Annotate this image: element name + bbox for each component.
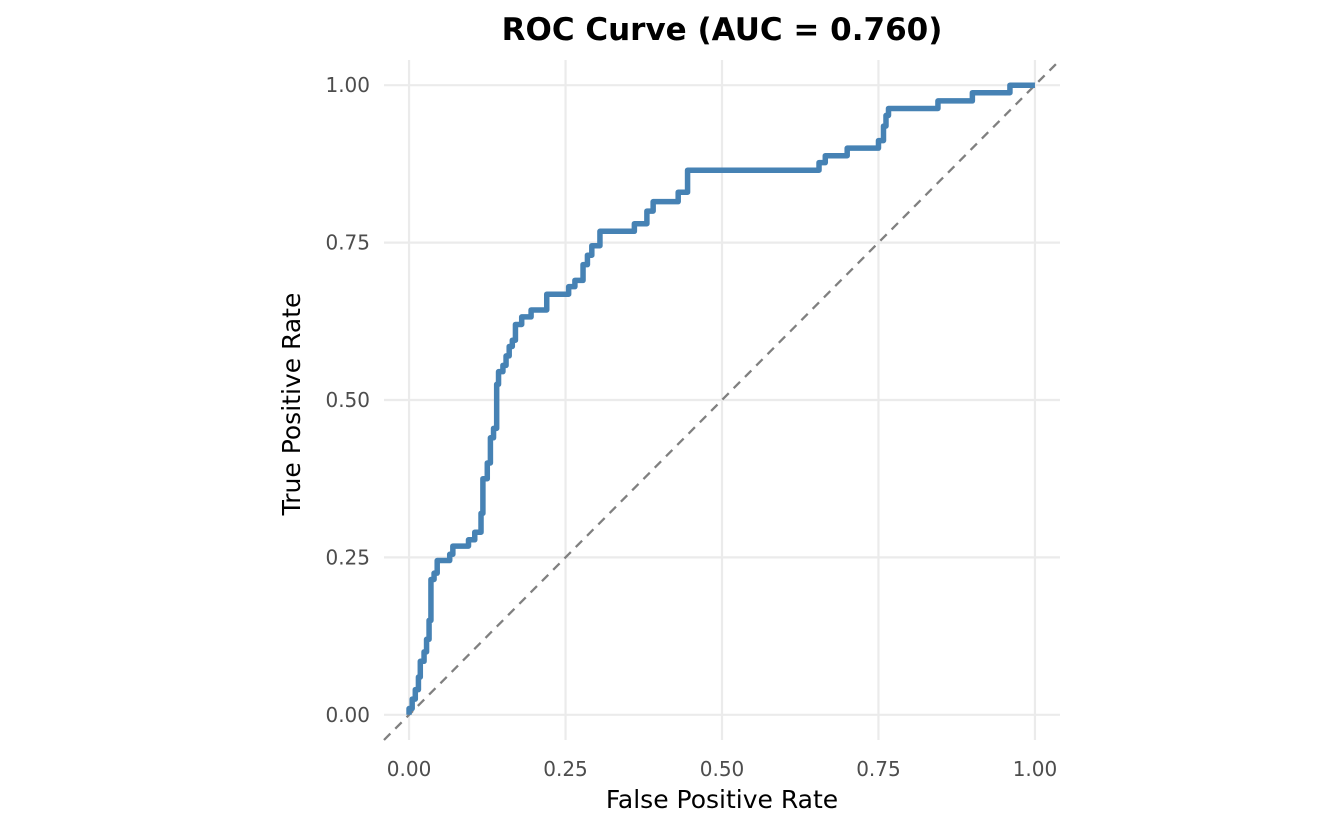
x-tick-label: 0.50 xyxy=(700,757,745,781)
x-tick-label: 0.00 xyxy=(387,757,432,781)
x-axis-label: False Positive Rate xyxy=(606,785,838,814)
y-tick-label: 0.00 xyxy=(325,703,370,727)
grid xyxy=(384,60,1060,740)
x-tick-label: 0.75 xyxy=(856,757,901,781)
x-tick-label: 1.00 xyxy=(1013,757,1058,781)
y-tick-label: 1.00 xyxy=(325,73,370,97)
roc-curve xyxy=(406,82,1035,715)
y-axis-ticks: 0.00 0.25 0.50 0.75 1.00 xyxy=(325,73,370,727)
x-axis-ticks: 0.00 0.25 0.50 0.75 1.00 xyxy=(387,757,1057,781)
x-tick-label: 0.25 xyxy=(543,757,588,781)
y-tick-label: 0.75 xyxy=(325,231,370,255)
y-axis-label: True Positive Rate xyxy=(277,293,306,517)
chart-title: ROC Curve (AUC = 0.760) xyxy=(502,12,943,48)
y-tick-label: 0.25 xyxy=(325,545,370,569)
y-tick-label: 0.50 xyxy=(325,388,370,412)
series-layer xyxy=(406,82,1035,715)
